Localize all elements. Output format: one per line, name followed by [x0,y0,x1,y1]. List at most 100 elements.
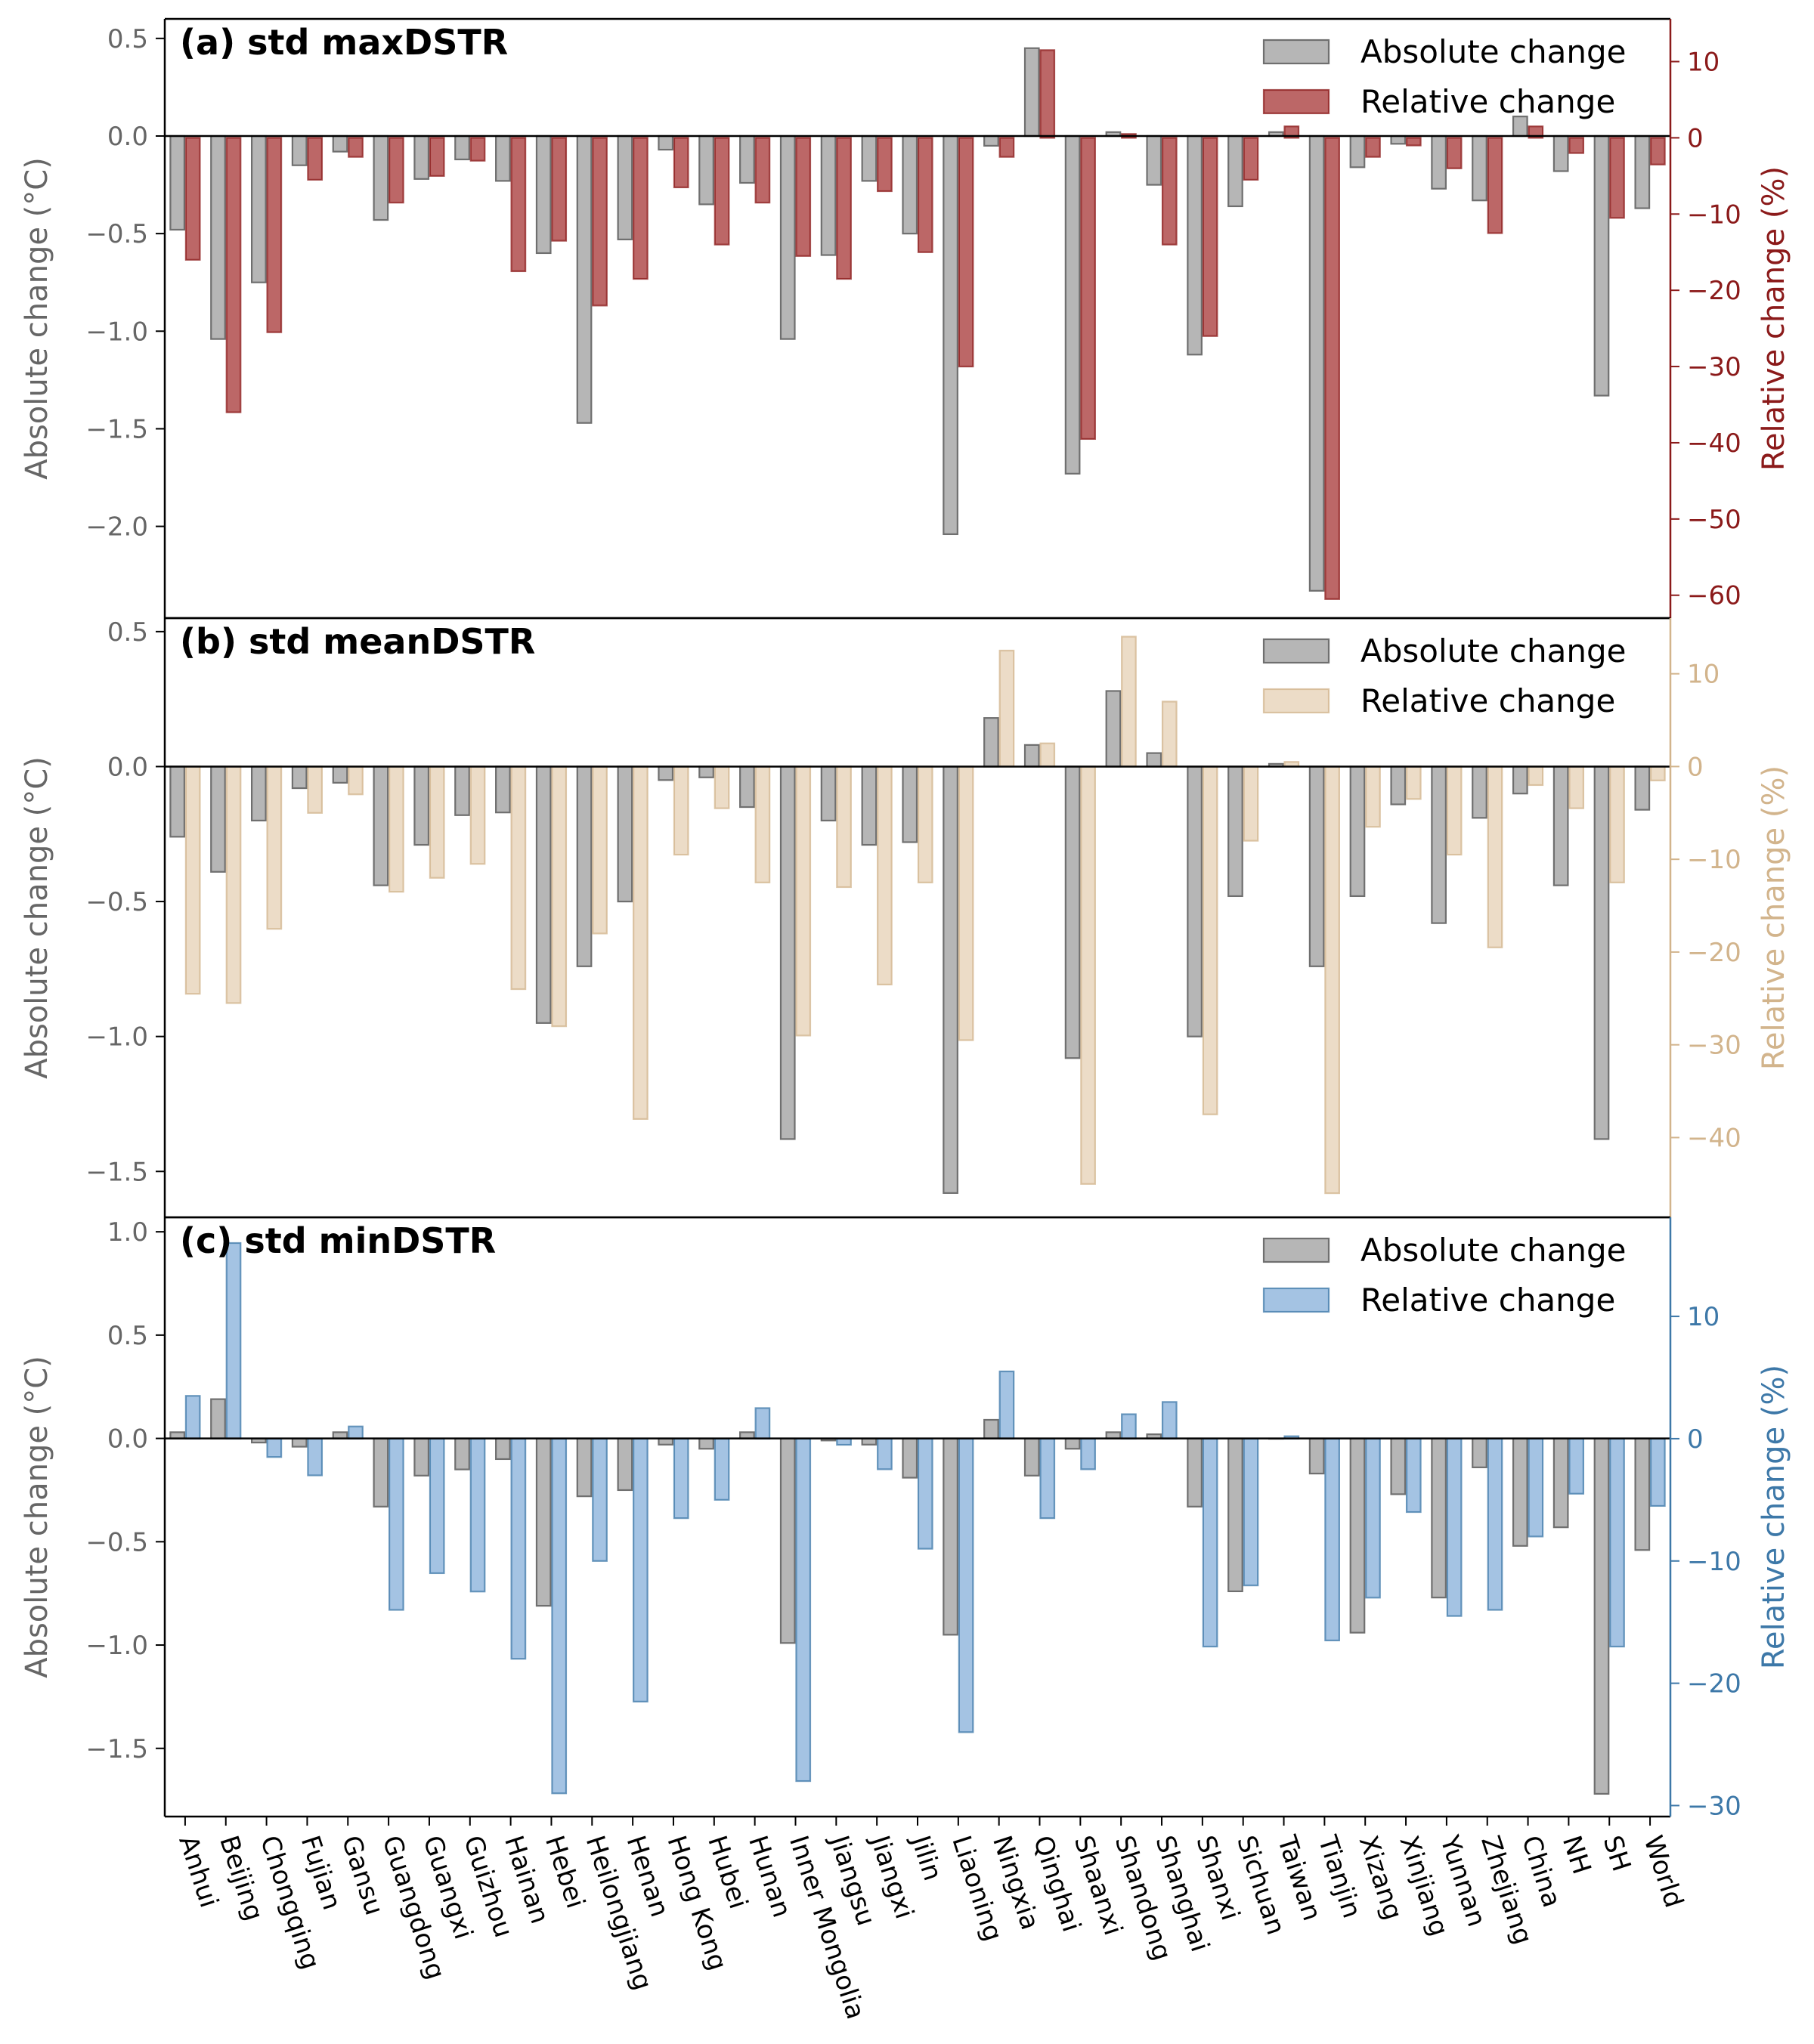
bar-absolute-guangxi [413,135,430,180]
bar-relative-sichuan [1243,137,1259,181]
bar-relative-chongqing [266,1437,283,1458]
tick-label-right: −40 [1687,1123,1741,1153]
bar-absolute-yunnan [1431,1437,1447,1599]
bar-relative-jilin [917,1437,933,1550]
bar-absolute-tianjin [1308,1437,1325,1475]
bar-absolute-guangdong [373,135,389,221]
bar-relative-hebei [551,765,568,1028]
bar-relative-beijing [225,765,242,1004]
bar-absolute-gansu [332,135,348,153]
bar-absolute-hebei [535,1437,552,1607]
bar-absolute-nh [1552,135,1569,172]
bar-absolute-sichuan [1227,135,1243,208]
bar-relative-world [1649,137,1666,165]
tick-label-right: −20 [1687,1669,1741,1699]
bar-relative-shaanxi [1080,1437,1096,1470]
tick-label-right: −30 [1687,352,1741,382]
bar-absolute-shaanxi [1064,1437,1081,1450]
bar-absolute-anhui [169,765,186,838]
bar-absolute-jilin [902,1437,918,1479]
bar-absolute-shaanxi [1064,135,1081,475]
bar-absolute-hubei [698,765,714,778]
bar-absolute-henan [617,1437,633,1492]
bar-relative-jiangsu [836,137,852,280]
bar-absolute-shanghai [1146,752,1162,768]
bar-relative-hong-kong [673,765,689,856]
tick-label-left: 0.0 [107,122,148,152]
bar-absolute-inner-mongolia [779,1437,796,1644]
bar-relative-ningxia [998,649,1015,768]
bar-relative-shandong [1121,1413,1137,1440]
bar-absolute-china [1512,765,1528,795]
bar-relative-anhui [184,137,201,261]
bar-relative-guangdong [388,137,404,204]
bar-absolute-heilongjiang [576,135,593,424]
bar-absolute-fujian [291,765,308,790]
bar-absolute-jilin [902,765,918,843]
bar-relative-hubei [714,137,730,246]
tick-label-right: 0 [1687,123,1704,153]
legend-label-relative: Relative change [1360,682,1615,719]
bar-relative-hubei [714,1437,730,1501]
bar-absolute-hainan [495,1437,511,1461]
panel-title: (a) std maxDSTR [180,22,508,63]
bar-absolute-world [1634,765,1651,811]
bar-absolute-sh [1593,765,1610,1140]
tick-label-right: −10 [1687,199,1741,230]
tick-label-right: −10 [1687,1547,1741,1577]
bar-relative-taiwan [1283,125,1300,139]
bar-absolute-zhejiang [1472,135,1487,202]
bar-relative-xizang [1365,1437,1381,1599]
bar-relative-nh [1568,765,1585,809]
bar-relative-hainan [510,137,527,273]
bar-absolute-jiangxi [861,765,878,846]
bar-absolute-xizang [1349,1437,1366,1634]
bar-relative-jilin [917,765,933,883]
bar-absolute-shaanxi [1064,765,1081,1059]
bar-absolute-sh [1593,135,1610,397]
bar-relative-jiangxi [877,137,893,193]
ylabel-left: Absolute change (°C) [20,756,54,1079]
bar-absolute-world [1634,135,1651,209]
tick-label-left: 1.0 [107,1217,148,1248]
bar-absolute-ningxia [983,717,999,768]
bar-absolute-chongqing [250,135,267,283]
bar-absolute-liaoning [943,1437,958,1636]
tick-label-right: 10 [1687,1302,1720,1332]
bar-absolute-sh [1593,1437,1610,1795]
bar-absolute-hainan [495,135,511,182]
tick-label-right: −50 [1687,505,1741,535]
bar-relative-shanxi [1202,765,1218,1115]
bar-absolute-gansu [332,765,348,784]
x-tick-label-nh: NH [1556,1832,1597,1878]
bar-absolute-inner-mongolia [779,135,796,340]
bar-absolute-guizhou [454,135,470,161]
bar-absolute-hubei [698,135,714,206]
tick-label-left: −1.5 [85,1734,148,1764]
bar-relative-nh [1568,1437,1585,1495]
bar-relative-qinghai [1039,1437,1056,1520]
tick-label-left: −1.0 [85,1631,148,1661]
bar-absolute-shanghai [1146,135,1162,186]
tick-label-left: −1.0 [85,317,148,347]
bar-absolute-shandong [1105,690,1122,768]
legend-swatch-relative [1262,1287,1330,1313]
bar-absolute-hunan [739,135,755,184]
bar-relative-sichuan [1243,765,1259,842]
bar-absolute-nh [1552,765,1569,886]
bar-relative-sh [1609,137,1625,219]
bar-relative-tianjin [1324,137,1340,600]
bar-relative-xinjiang [1405,137,1422,147]
bar-relative-guangxi [429,1437,445,1575]
bar-absolute-zhejiang [1472,1437,1487,1468]
bar-relative-anhui [184,1395,201,1440]
tick-label-right: −60 [1687,581,1741,611]
bar-absolute-hebei [535,135,552,255]
bar-absolute-beijing [210,765,226,873]
bar-absolute-guangxi [413,1437,430,1477]
bar-relative-china [1528,125,1544,139]
bar-relative-guangxi [429,137,445,177]
ylabel-left: Absolute change (°C) [20,1356,54,1678]
bar-relative-heilongjiang [592,765,608,935]
